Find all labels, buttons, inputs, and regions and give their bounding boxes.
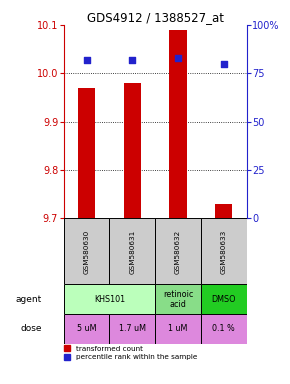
Text: DMSO: DMSO: [211, 295, 236, 304]
Text: KHS101: KHS101: [94, 295, 125, 304]
Text: GSM580630: GSM580630: [84, 229, 90, 273]
Text: agent: agent: [16, 295, 42, 304]
Text: dose: dose: [20, 324, 42, 333]
Text: GSM580632: GSM580632: [175, 229, 181, 273]
Bar: [64, 285, 155, 314]
Bar: [155, 218, 201, 285]
Bar: [78, 88, 95, 218]
Bar: [215, 204, 232, 218]
Bar: [124, 83, 141, 218]
Text: 0.1 %: 0.1 %: [212, 324, 235, 333]
Bar: [64, 314, 110, 344]
Point: [221, 61, 226, 67]
Bar: [64, 218, 110, 285]
Point: [176, 55, 180, 61]
Bar: [110, 218, 155, 285]
Bar: [155, 285, 201, 314]
Text: GSM580633: GSM580633: [221, 229, 227, 273]
Bar: [155, 314, 201, 344]
Title: GDS4912 / 1388527_at: GDS4912 / 1388527_at: [87, 11, 224, 24]
Bar: [201, 285, 246, 314]
Bar: [169, 30, 187, 218]
Bar: [110, 314, 155, 344]
Point: [130, 57, 135, 63]
Legend: transformed count, percentile rank within the sample: transformed count, percentile rank withi…: [64, 345, 197, 360]
Text: 1 uM: 1 uM: [168, 324, 188, 333]
Text: retinoic
acid: retinoic acid: [163, 290, 193, 309]
Text: 5 uM: 5 uM: [77, 324, 96, 333]
Point: [84, 57, 89, 63]
Text: 1.7 uM: 1.7 uM: [119, 324, 146, 333]
Bar: [201, 314, 246, 344]
Text: GSM580631: GSM580631: [129, 229, 135, 273]
Bar: [201, 218, 246, 285]
